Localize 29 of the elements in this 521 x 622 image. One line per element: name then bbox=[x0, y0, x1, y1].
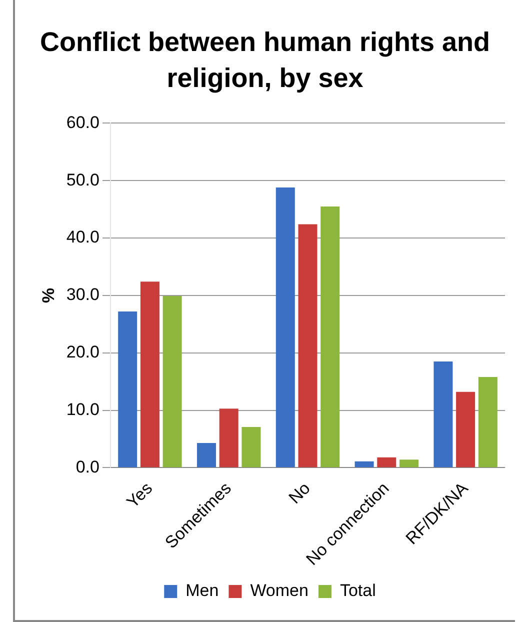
y-tick-label: 40.0 bbox=[66, 228, 100, 247]
bar bbox=[478, 377, 498, 468]
bar bbox=[434, 361, 453, 468]
legend-label: Total bbox=[340, 581, 376, 600]
bar bbox=[118, 312, 138, 468]
bar bbox=[242, 426, 261, 468]
y-tick-label: 50.0 bbox=[66, 170, 100, 190]
chart-title: Conflict between human rights and religion, by sex bbox=[38, 26, 492, 95]
x-tick-label: No bbox=[285, 478, 314, 508]
x-tick-label: Yes bbox=[123, 478, 156, 512]
y-tick-label: 20.0 bbox=[66, 342, 100, 362]
y-tick-label: 0.0 bbox=[76, 457, 100, 476]
bar bbox=[377, 457, 396, 468]
legend-label: Women bbox=[250, 581, 308, 600]
bar bbox=[219, 408, 238, 468]
legend-label: Men bbox=[186, 581, 219, 600]
bar bbox=[400, 460, 419, 468]
y-tick-label: 10.0 bbox=[66, 400, 100, 419]
bar bbox=[456, 392, 476, 468]
bar bbox=[298, 224, 318, 468]
bar bbox=[320, 206, 340, 468]
bar bbox=[354, 461, 374, 468]
bar bbox=[276, 188, 295, 468]
bar bbox=[196, 443, 216, 468]
bar bbox=[162, 296, 182, 468]
y-tick-label: 30.0 bbox=[66, 285, 100, 304]
y-axis-title: % bbox=[38, 288, 58, 304]
y-tick-label: 60.0 bbox=[66, 112, 100, 132]
bar bbox=[140, 282, 160, 468]
